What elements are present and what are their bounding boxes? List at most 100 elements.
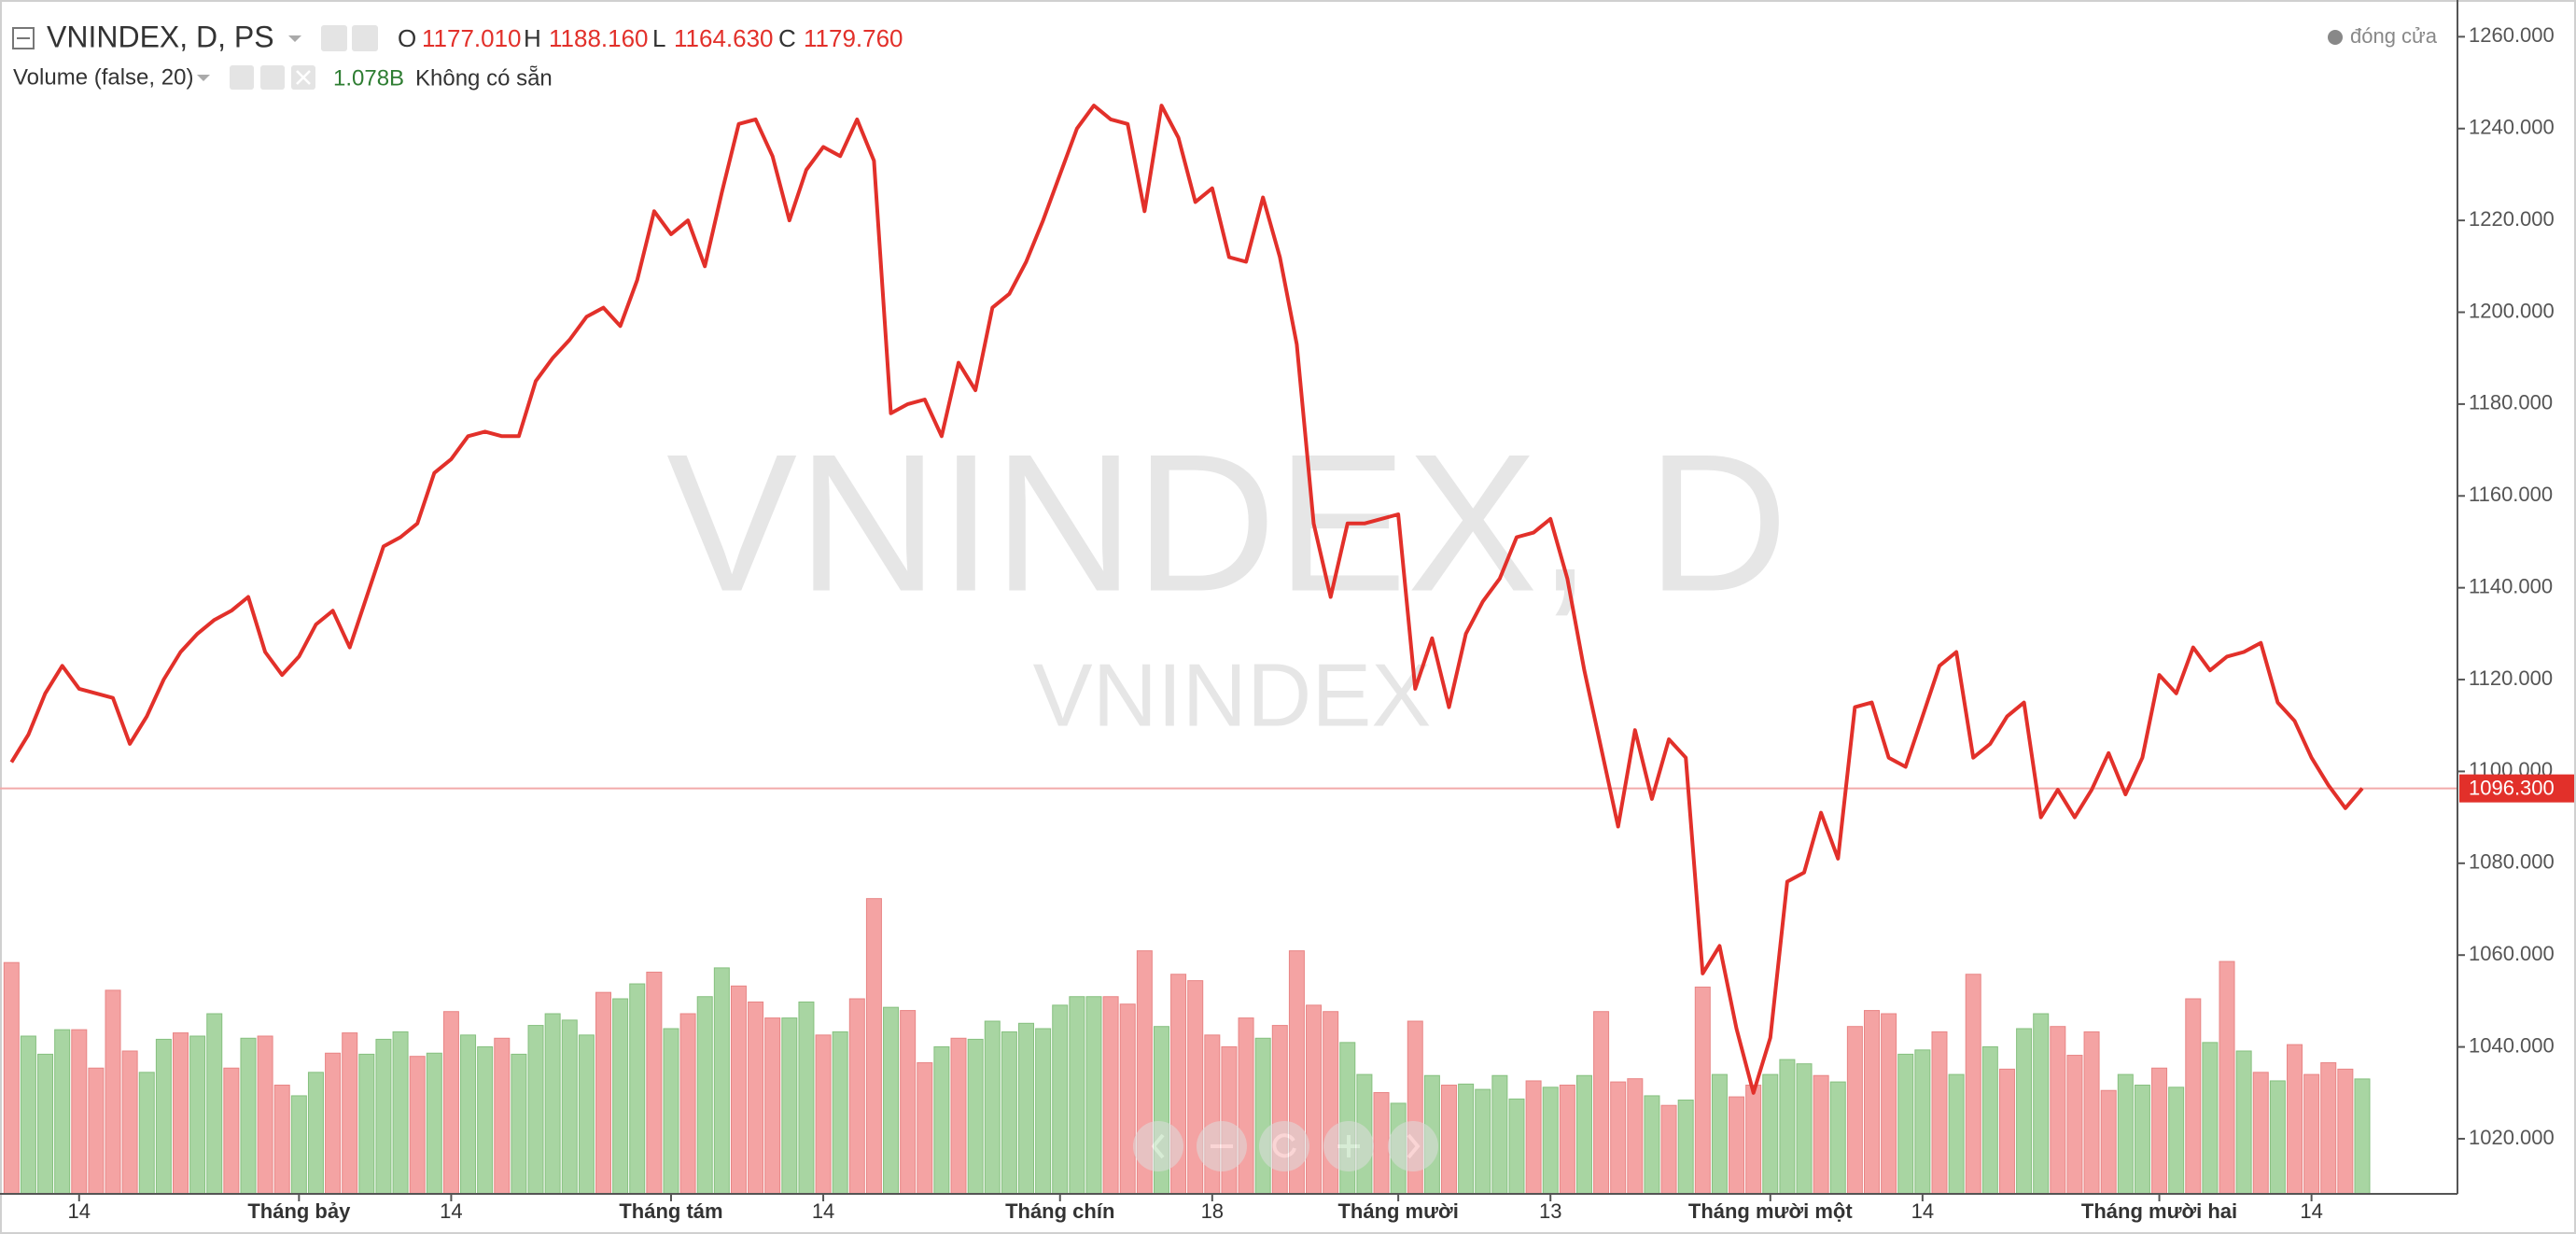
volume-bar [20,1035,36,1195]
volume-bar [392,1031,409,1195]
dropdown-icon[interactable] [197,75,210,81]
volume-title: Volume (false, 20) [13,64,193,90]
volume-bar [933,1045,950,1195]
volume-bar [3,961,20,1195]
y-tick-label: 1180.000 [2469,391,2553,414]
volume-bar [1035,1028,1052,1195]
last-price-label: 1096.300 [2469,776,2555,799]
volume-bar [1829,1081,1846,1195]
volume-bar [2134,1085,2150,1195]
volume-bar [815,1034,832,1195]
volume-bar [1881,1013,1897,1195]
icon [1407,1133,1421,1159]
volume-bar [2151,1067,2168,1195]
legend-label: đóng cửa [2350,24,2438,48]
volume-bar [764,1017,781,1195]
eye-button[interactable] [321,25,347,51]
volume-bar [950,1037,967,1195]
volume-bar [105,989,121,1195]
y-tick-label: 1260.000 [2469,23,2555,47]
volume-bar [426,1052,442,1195]
volume-bar [2202,1042,2219,1195]
volume-bar [696,996,713,1195]
volume-bar [730,985,747,1195]
watermark-text: VNINDEX, D [666,413,1788,632]
volume-bar [1254,1037,1271,1195]
symbol-title: VNINDEX, D, PS [47,20,274,53]
volume-bar [1745,1085,1762,1195]
settings-button[interactable] [260,65,285,90]
volume-bar [223,1067,240,1195]
volume-bar [781,1017,798,1195]
y-tick-label: 1040.000 [2469,1033,2555,1057]
volume-bar [2269,1080,2286,1195]
ohlc-value: 1177.010 [422,24,522,52]
volume-bar [511,1053,527,1195]
volume-bar [1864,1010,1880,1195]
ohlc-label: O [398,24,416,52]
icon [1272,1133,1296,1158]
volume-status: Không có sẵn [415,64,553,91]
x-tick-label: 18 [1201,1199,1224,1223]
volume-bar [1694,986,1711,1195]
volume-bar [1458,1083,1475,1195]
volume-bar [748,1001,764,1195]
volume-bar [1525,1080,1542,1195]
volume-bar [88,1067,105,1195]
ohlc-value: 1164.630 [674,24,774,52]
volume-bar [1221,1045,1238,1195]
ohlc-label: H [524,24,541,52]
ohlc-value: 1188.160 [549,24,649,52]
volume-bar [342,1032,358,1195]
volume-bar [1948,1073,1965,1195]
icon [1337,1135,1360,1157]
volume-bar [1711,1073,1728,1195]
volume-bar [1575,1074,1592,1195]
x-tick-label: 14 [440,1199,462,1223]
volume-bar [2320,1062,2337,1195]
volume-bar [1931,1031,1948,1195]
volume-bar [1102,996,1119,1195]
volume-bar [1897,1053,1914,1195]
reset-button[interactable] [1259,1121,1309,1171]
volume-bar [494,1037,511,1195]
eye-button[interactable] [230,65,254,90]
x-tick-label: Tháng chín [1005,1199,1114,1223]
volume-bar [967,1038,984,1195]
volume-bar [460,1034,477,1195]
collapse-icon[interactable] [12,27,35,49]
volume-bar [848,998,865,1195]
volume-bar [2066,1055,2083,1195]
nav-buttons [1133,1121,1438,1171]
y-tick-label: 1020.000 [2469,1126,2555,1149]
x-tick-label: Tháng mười một [1688,1199,1853,1223]
volume-bar [138,1072,155,1195]
volume-bar [1018,1022,1034,1195]
volume-bar [325,1052,342,1195]
dropdown-icon[interactable] [288,35,301,42]
volume-bar [1373,1092,1390,1195]
settings-button[interactable] [352,25,378,51]
volume-bar [2050,1026,2066,1195]
volume-bar [679,1013,696,1195]
volume-bar [257,1035,273,1195]
last-price-badge [2459,774,2574,803]
volume-bar [240,1037,257,1195]
volume-bar [629,983,646,1195]
volume-bar [155,1038,172,1195]
volume-bar [663,1028,679,1195]
icon [1151,1133,1165,1159]
ohlc-label: L [652,24,665,52]
y-tick-label: 1120.000 [2469,666,2553,690]
scroll-left-button[interactable] [1133,1121,1183,1171]
volume-bar [1069,996,1085,1195]
volume-bar [307,1072,324,1195]
volume-bar [883,1006,900,1195]
volume-bar [1593,1011,1610,1195]
volume-bar [2100,1089,2117,1195]
volume-bar [1779,1059,1796,1195]
volume-bar [1085,996,1102,1195]
volume-bar [1914,1049,1931,1195]
scroll-right-button[interactable] [1388,1121,1438,1171]
